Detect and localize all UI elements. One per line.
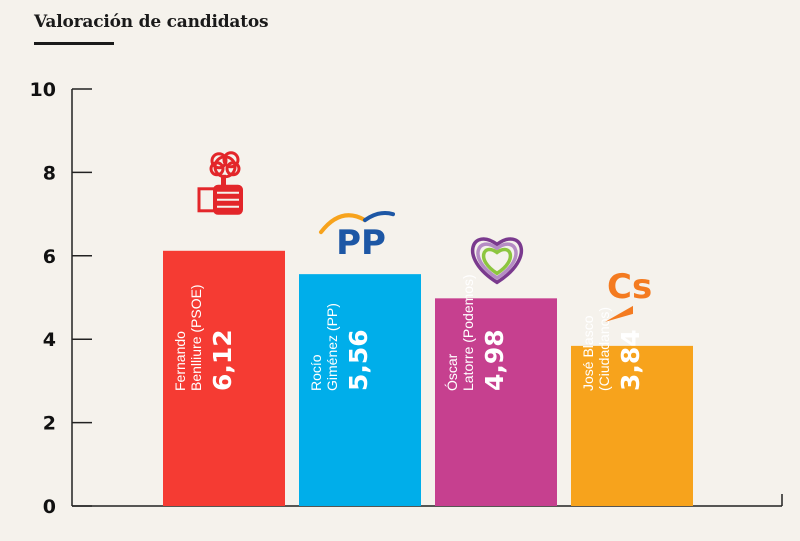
bar-name-line2: Giménez (PP) (324, 303, 340, 391)
bar (163, 250, 285, 506)
y-tick-label: 2 (43, 413, 56, 435)
bar-group-3: José Blasco (Ciudadanos) 3,84 Cs (571, 267, 693, 506)
podemos-heart-logo-icon (470, 237, 524, 285)
bar-value-label: 5,56 (344, 329, 373, 391)
bar-group-2: Óscar Latorre (Podemos) 4,98 (435, 237, 557, 506)
y-tick-label: 4 (43, 329, 56, 351)
bar-name-line1: José Blasco (580, 315, 596, 391)
bar-name-line2: (Ciudadanos) (596, 307, 612, 391)
bar-group-0: Fernando Benlliure (PSOE) 6,12 (163, 151, 285, 506)
bar-value-label: 6,12 (208, 329, 237, 391)
bar-name-line2: Benlliure (PSOE) (188, 284, 204, 391)
bar (571, 345, 693, 506)
bar-name-line2: Latorre (Podemos) (460, 274, 476, 391)
bar-value-label: 4,98 (480, 329, 509, 391)
bar-group-1: Rocío Giménez (PP) 5,56 PP (299, 211, 421, 506)
psoe-rose-fist-logo-icon (197, 151, 243, 215)
ciudadanos-logo-icon: Cs (605, 267, 652, 322)
pp-logo-text: PP (336, 223, 386, 263)
y-tick-label: 6 (43, 246, 56, 268)
pp-logo-icon: PP (319, 211, 395, 263)
cs-logo-text: Cs (607, 267, 652, 307)
bar (435, 298, 557, 506)
bar-name-line1: Óscar (444, 353, 460, 391)
chart-title: Valoración de candidatos (34, 12, 269, 32)
y-tick-label: 10 (30, 79, 56, 101)
y-tick-label: 8 (43, 162, 56, 184)
bar-name-line1: Rocío (308, 354, 324, 391)
y-tick-label: 0 (43, 496, 56, 518)
bar-value-label: 3,84 (616, 329, 645, 391)
bar (299, 274, 421, 506)
bar-name-line1: Fernando (172, 331, 188, 391)
title-underline (34, 42, 114, 45)
